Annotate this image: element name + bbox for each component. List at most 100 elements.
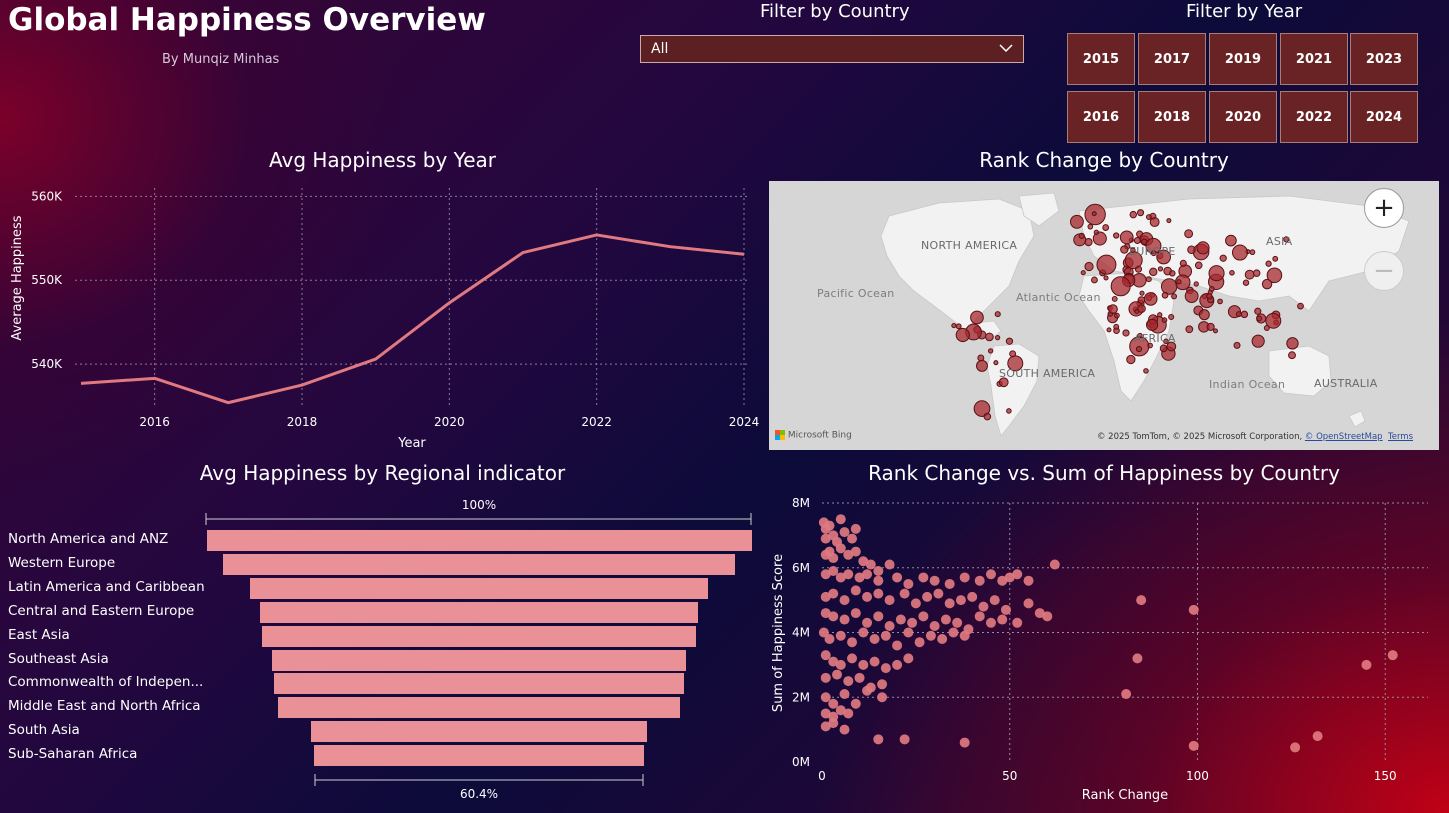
scatter-point[interactable]: [1023, 598, 1034, 609]
map-marker[interactable]: [1161, 317, 1168, 323]
scatter-point[interactable]: [828, 698, 839, 709]
map-marker[interactable]: [1163, 338, 1169, 345]
map-marker[interactable]: [983, 412, 992, 421]
zoom-out-button[interactable]: −: [1364, 251, 1404, 291]
scatter-point[interactable]: [850, 698, 861, 709]
scatter-point[interactable]: [877, 679, 888, 690]
scatter-point[interactable]: [974, 611, 985, 622]
map-marker[interactable]: [1263, 325, 1270, 332]
scatter-point[interactable]: [828, 718, 839, 729]
map-marker[interactable]: [1120, 245, 1129, 254]
map-marker[interactable]: [1193, 281, 1199, 287]
year-button[interactable]: 2017: [1138, 33, 1206, 85]
scatter-point[interactable]: [918, 611, 929, 622]
map-marker[interactable]: [1206, 322, 1215, 331]
world-map[interactable]: NORTH AMERICA ASIA EUROPE AFRICA SOUTH A…: [769, 181, 1439, 450]
scatter-point[interactable]: [899, 588, 910, 599]
scatter-point[interactable]: [820, 569, 831, 580]
map-marker[interactable]: [1251, 334, 1265, 348]
scatter-point[interactable]: [839, 595, 850, 606]
scatter-point[interactable]: [820, 591, 831, 602]
funnel-bar[interactable]: [259, 601, 699, 623]
map-marker[interactable]: [1235, 311, 1242, 318]
scatter-point[interactable]: [835, 543, 846, 554]
scatter-point[interactable]: [820, 533, 831, 544]
line-series[interactable]: [80, 233, 745, 405]
scatter-point[interactable]: [854, 572, 865, 583]
map-marker[interactable]: [951, 323, 957, 329]
map-marker[interactable]: [1143, 368, 1149, 374]
scatter-point[interactable]: [978, 601, 989, 612]
scatter-point[interactable]: [873, 734, 884, 745]
year-button[interactable]: 2018: [1138, 91, 1206, 143]
scatter-point[interactable]: [892, 640, 903, 651]
scatter-point[interactable]: [847, 533, 858, 544]
map-marker[interactable]: [1133, 237, 1141, 244]
scatter-point[interactable]: [1312, 731, 1323, 742]
map-marker[interactable]: [1078, 232, 1085, 240]
map-marker[interactable]: [1266, 267, 1283, 284]
scatter-point[interactable]: [1361, 659, 1372, 670]
map-marker[interactable]: [1113, 232, 1120, 239]
map-marker[interactable]: [1219, 254, 1227, 262]
scatter-point[interactable]: [1023, 575, 1034, 586]
scatter-point[interactable]: [880, 663, 891, 674]
zoom-in-button[interactable]: +: [1364, 188, 1404, 228]
scatter-point[interactable]: [820, 708, 831, 719]
map-marker[interactable]: [1137, 296, 1146, 304]
map-marker[interactable]: [1194, 261, 1203, 270]
scatter-point[interactable]: [843, 569, 854, 580]
scatter-point[interactable]: [850, 546, 861, 557]
map-marker[interactable]: [1080, 270, 1086, 276]
map-marker[interactable]: [1198, 309, 1210, 321]
scatter-point[interactable]: [959, 630, 970, 641]
map-marker[interactable]: [955, 327, 970, 343]
scatter-point[interactable]: [835, 659, 846, 670]
map-marker[interactable]: [1171, 293, 1178, 300]
map-marker[interactable]: [1242, 279, 1250, 286]
scatter-point[interactable]: [1049, 559, 1060, 570]
map-marker[interactable]: [1288, 351, 1296, 360]
map-marker[interactable]: [1161, 291, 1169, 299]
scatter-point[interactable]: [865, 559, 876, 570]
map-marker[interactable]: [1129, 210, 1138, 219]
scatter-point[interactable]: [847, 653, 858, 664]
scatter-point[interactable]: [948, 627, 959, 638]
map-marker[interactable]: [1179, 259, 1187, 267]
scatter-point[interactable]: [1000, 604, 1011, 615]
map-marker[interactable]: [1093, 229, 1100, 235]
scatter-point[interactable]: [850, 585, 861, 596]
terms-link[interactable]: Terms: [1387, 432, 1413, 442]
scatter-point[interactable]: [903, 578, 914, 589]
scatter-point[interactable]: [839, 724, 850, 735]
scatter-point[interactable]: [824, 520, 835, 531]
scatter-point[interactable]: [944, 598, 955, 609]
scatter-point[interactable]: [839, 689, 850, 700]
map-marker[interactable]: [1145, 214, 1152, 220]
scatter-point[interactable]: [892, 572, 903, 583]
openstreetmap-link[interactable]: © OpenStreetMap: [1304, 432, 1383, 442]
scatter-point[interactable]: [884, 621, 895, 632]
scatter-point[interactable]: [858, 659, 869, 670]
scatter-point[interactable]: [922, 591, 933, 602]
map-marker[interactable]: [1184, 229, 1194, 239]
scatter-point[interactable]: [858, 627, 869, 638]
map-marker[interactable]: [1145, 276, 1152, 283]
scatter-point[interactable]: [1012, 569, 1023, 580]
map-marker[interactable]: [1176, 279, 1182, 285]
map-marker[interactable]: [1084, 261, 1094, 272]
scatter-point[interactable]: [869, 633, 880, 644]
map-marker[interactable]: [1217, 298, 1223, 305]
year-button[interactable]: 2022: [1280, 91, 1348, 143]
map-marker[interactable]: [993, 360, 999, 366]
map-marker[interactable]: [1212, 328, 1219, 334]
scatter-point[interactable]: [862, 569, 873, 580]
map-marker[interactable]: [1111, 296, 1118, 302]
funnel-bar[interactable]: [222, 553, 736, 575]
map-marker[interactable]: [1110, 276, 1131, 297]
map-marker[interactable]: [1184, 289, 1199, 304]
scatter-point[interactable]: [880, 630, 891, 641]
map-marker[interactable]: [1157, 266, 1164, 272]
map-marker[interactable]: [1187, 245, 1196, 255]
funnel-bar[interactable]: [311, 721, 647, 743]
